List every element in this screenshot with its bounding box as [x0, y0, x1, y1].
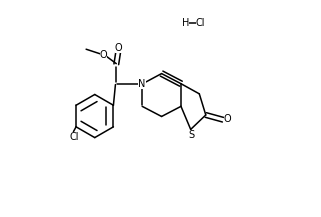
Text: Cl: Cl — [195, 18, 205, 28]
Text: H: H — [182, 18, 189, 28]
Text: O: O — [115, 43, 122, 53]
Text: S: S — [189, 130, 195, 140]
Text: Cl: Cl — [69, 132, 79, 142]
Text: O: O — [100, 50, 107, 60]
Text: N: N — [138, 79, 146, 89]
Text: O: O — [224, 114, 231, 124]
